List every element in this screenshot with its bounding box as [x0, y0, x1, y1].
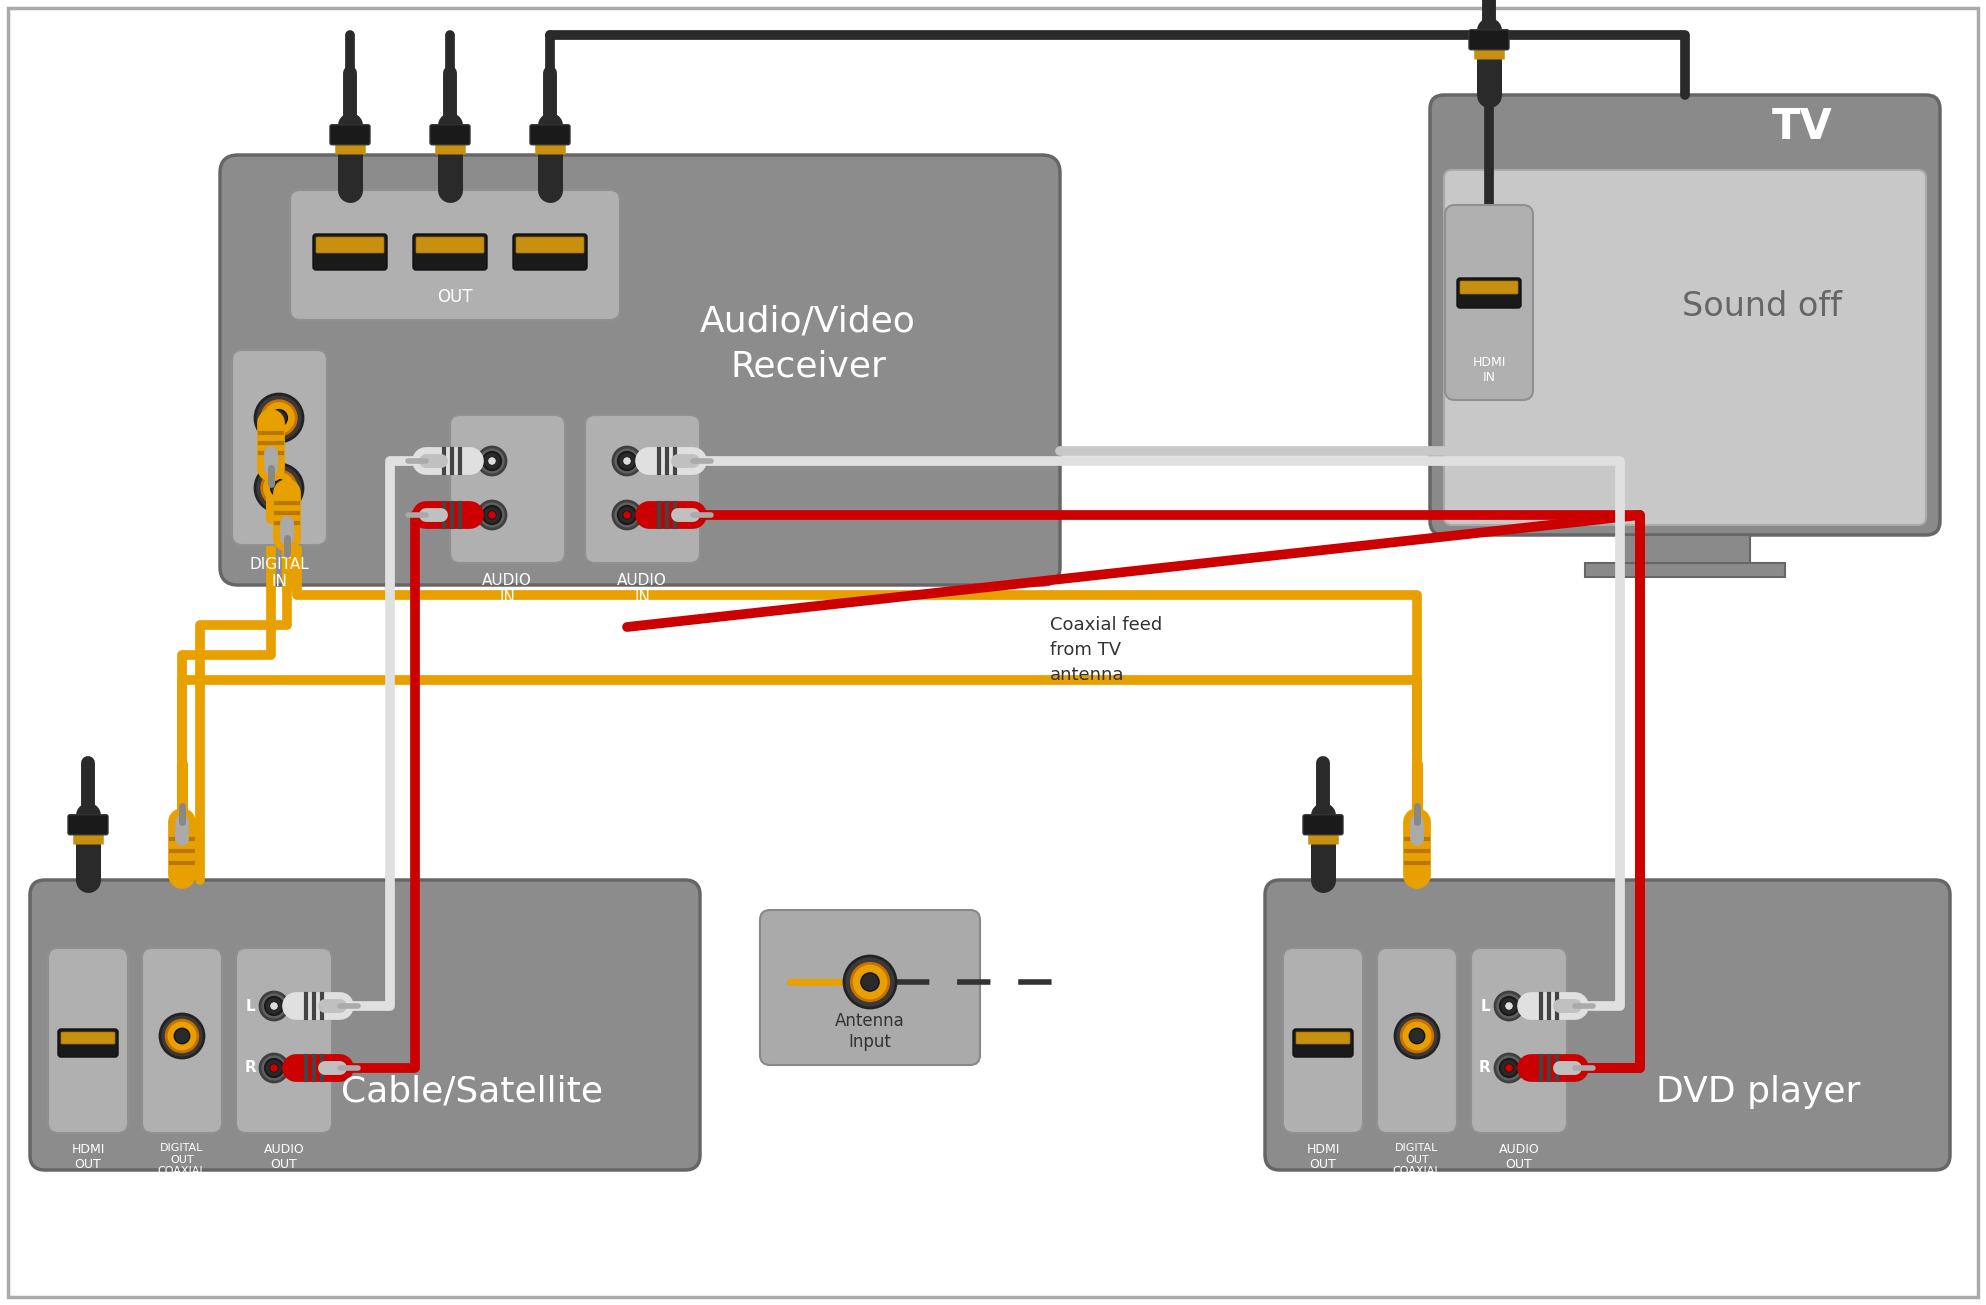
FancyBboxPatch shape [586, 415, 699, 562]
Text: Sound off: Sound off [1682, 290, 1841, 322]
Text: TV: TV [1772, 106, 1833, 147]
FancyBboxPatch shape [290, 191, 620, 320]
FancyBboxPatch shape [62, 1032, 115, 1044]
Circle shape [270, 410, 288, 427]
FancyBboxPatch shape [413, 234, 487, 270]
Text: AUDIO
IN: AUDIO IN [618, 573, 667, 606]
Circle shape [254, 394, 304, 442]
FancyBboxPatch shape [1460, 281, 1517, 294]
FancyBboxPatch shape [58, 1030, 117, 1057]
FancyBboxPatch shape [1458, 278, 1521, 308]
Circle shape [262, 401, 296, 436]
FancyBboxPatch shape [415, 238, 485, 253]
Circle shape [618, 452, 636, 470]
Circle shape [624, 510, 632, 519]
Circle shape [262, 471, 296, 505]
Circle shape [489, 510, 496, 519]
Circle shape [852, 963, 888, 1001]
Circle shape [264, 997, 284, 1015]
Circle shape [1394, 1014, 1440, 1058]
Circle shape [1505, 1064, 1513, 1073]
Circle shape [1505, 1002, 1513, 1010]
Circle shape [161, 1014, 205, 1058]
Circle shape [1410, 1028, 1424, 1044]
FancyBboxPatch shape [1444, 170, 1926, 525]
Text: Cable/Satellite: Cable/Satellite [342, 1075, 604, 1109]
FancyBboxPatch shape [1446, 205, 1533, 401]
FancyBboxPatch shape [1430, 95, 1940, 535]
FancyBboxPatch shape [1470, 30, 1509, 50]
Circle shape [844, 957, 896, 1007]
Text: DIGITAL
OUT
COAXIAL: DIGITAL OUT COAXIAL [157, 1143, 207, 1176]
Circle shape [167, 1021, 199, 1052]
Text: L: L [1480, 998, 1490, 1014]
FancyBboxPatch shape [1376, 947, 1458, 1133]
Circle shape [260, 992, 288, 1021]
Text: Coaxial feed
from TV
antenna: Coaxial feed from TV antenna [1051, 616, 1162, 684]
FancyBboxPatch shape [516, 238, 584, 253]
FancyBboxPatch shape [232, 350, 328, 545]
Circle shape [175, 1028, 191, 1044]
FancyBboxPatch shape [512, 234, 588, 270]
FancyBboxPatch shape [530, 125, 570, 145]
FancyBboxPatch shape [1472, 947, 1567, 1133]
FancyBboxPatch shape [143, 947, 222, 1133]
Circle shape [614, 448, 641, 475]
Circle shape [260, 1054, 288, 1082]
Circle shape [270, 1064, 278, 1073]
Circle shape [489, 457, 496, 465]
Circle shape [1499, 997, 1517, 1015]
Bar [1585, 562, 1785, 577]
Text: AUDIO
OUT: AUDIO OUT [264, 1143, 304, 1171]
Text: HDMI
IN: HDMI IN [1472, 356, 1505, 384]
Circle shape [1495, 992, 1523, 1021]
Text: HDMI
OUT: HDMI OUT [71, 1143, 105, 1171]
FancyBboxPatch shape [431, 125, 471, 145]
FancyBboxPatch shape [1303, 814, 1343, 835]
Circle shape [479, 448, 506, 475]
Circle shape [1499, 1058, 1517, 1077]
Circle shape [1495, 1054, 1523, 1082]
Text: AUDIO
OUT: AUDIO OUT [1499, 1143, 1539, 1171]
Circle shape [618, 506, 636, 525]
Circle shape [270, 1002, 278, 1010]
Circle shape [483, 506, 500, 525]
Text: OUT: OUT [437, 288, 473, 305]
Text: DVD player: DVD player [1656, 1075, 1861, 1109]
Text: DIGITAL
OUT
COAXIAL: DIGITAL OUT COAXIAL [1392, 1143, 1442, 1176]
FancyBboxPatch shape [316, 238, 383, 253]
Circle shape [614, 501, 641, 529]
Circle shape [270, 480, 288, 496]
Circle shape [860, 974, 880, 990]
Text: L: L [244, 998, 254, 1014]
Text: R: R [1480, 1061, 1491, 1075]
FancyBboxPatch shape [451, 415, 564, 562]
Circle shape [483, 452, 500, 470]
Bar [1621, 535, 1750, 566]
Circle shape [1402, 1021, 1432, 1052]
FancyBboxPatch shape [48, 947, 127, 1133]
FancyBboxPatch shape [236, 947, 332, 1133]
FancyBboxPatch shape [68, 814, 107, 835]
Text: R: R [244, 1061, 256, 1075]
Text: Audio/Video
Receiver: Audio/Video Receiver [699, 305, 916, 384]
FancyBboxPatch shape [1265, 880, 1950, 1171]
Text: DIGITAL
IN: DIGITAL IN [248, 557, 310, 590]
Circle shape [254, 465, 304, 512]
FancyBboxPatch shape [314, 234, 387, 270]
FancyBboxPatch shape [220, 155, 1061, 585]
Text: Antenna
Input: Antenna Input [836, 1013, 906, 1051]
Text: AUDIO
IN: AUDIO IN [483, 573, 532, 606]
FancyBboxPatch shape [761, 910, 979, 1065]
Circle shape [479, 501, 506, 529]
FancyBboxPatch shape [1297, 1032, 1350, 1044]
FancyBboxPatch shape [30, 880, 699, 1171]
Circle shape [624, 457, 632, 465]
FancyBboxPatch shape [1283, 947, 1362, 1133]
FancyBboxPatch shape [1293, 1030, 1352, 1057]
Text: HDMI
OUT: HDMI OUT [1307, 1143, 1341, 1171]
FancyBboxPatch shape [330, 125, 369, 145]
Circle shape [264, 1058, 284, 1077]
